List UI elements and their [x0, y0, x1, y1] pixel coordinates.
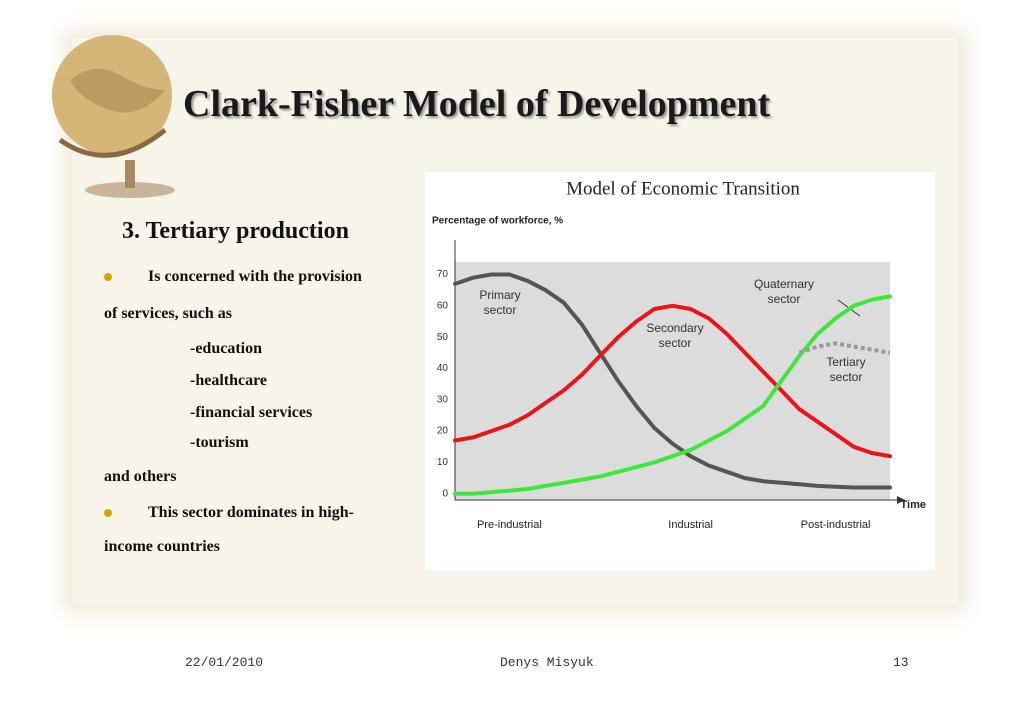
y-tick-label: 40 [437, 363, 449, 374]
axis-arrow [897, 496, 905, 504]
series-annotation: Tertiary sector [826, 355, 866, 384]
x-axis-label: Time [901, 499, 926, 511]
y-tick-label: 50 [437, 332, 449, 343]
text-line: Is concerned with the provision [148, 268, 362, 285]
text-line: of services, such as [104, 305, 232, 322]
y-tick-label: 0 [442, 488, 448, 499]
series-line [453, 303, 892, 459]
y-tick-label: 70 [437, 269, 449, 280]
x-tick-label: Pre-industrial [477, 519, 542, 531]
plot-area [455, 262, 890, 500]
series-annotation: Secondary sector [646, 321, 704, 350]
x-tick-label: Post-industrial [801, 519, 871, 531]
y-axis-label: Percentage of workforce, % [432, 216, 563, 227]
text-line: -education [190, 340, 262, 357]
text-line: -healthcare [190, 372, 268, 389]
series-annotation: Primary sector [479, 288, 521, 317]
text-line: -tourism [190, 434, 249, 451]
globe-icon [52, 35, 175, 198]
slide-title: Clark-Fisher Model of Development [183, 83, 771, 125]
text-line: -financial services [190, 404, 313, 421]
heading: 3. Tertiary production [122, 218, 349, 244]
text-line: income countries [104, 538, 220, 555]
footer-page: 13 [893, 655, 909, 670]
text-line: This sector dominates in high- [148, 504, 354, 521]
series-line [798, 341, 891, 355]
x-tick-label: Industrial [668, 519, 713, 531]
y-tick-label: 10 [437, 457, 449, 468]
series-line [453, 294, 892, 496]
chart-title: Model of Economic Transition [566, 178, 800, 199]
bullet [104, 509, 112, 517]
series-line [453, 272, 892, 490]
y-tick-label: 20 [437, 426, 449, 437]
footer-author: Denys Misyuk [500, 655, 594, 670]
series-annotation: Quaternary sector [753, 277, 815, 306]
footer-date: 22/01/2010 [185, 655, 264, 670]
y-tick-label: 30 [437, 394, 449, 405]
y-tick-label: 60 [437, 300, 449, 311]
bullet [104, 273, 112, 281]
text-line: and others [104, 468, 177, 485]
